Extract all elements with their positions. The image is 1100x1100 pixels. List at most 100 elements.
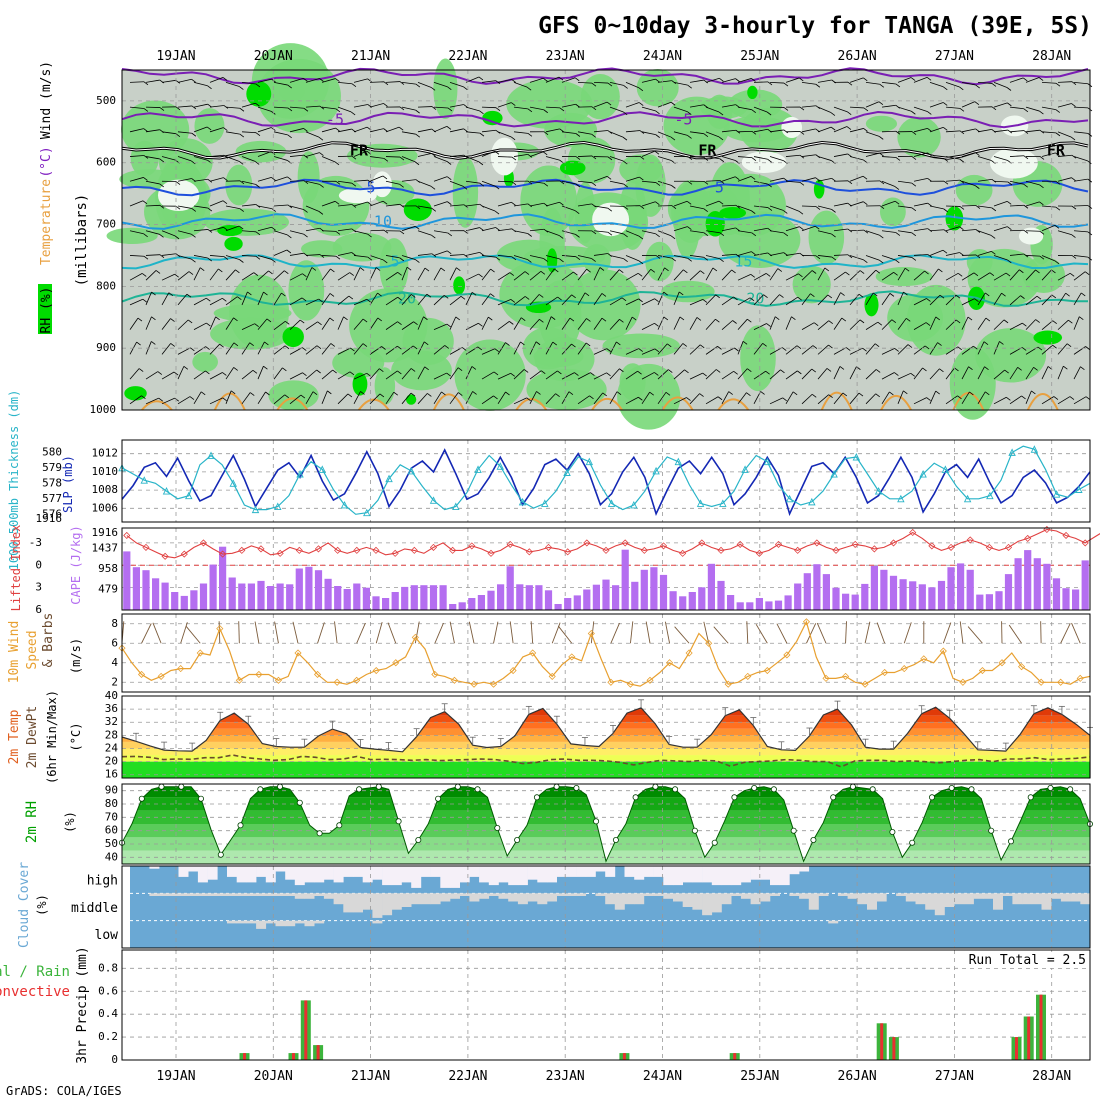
wind-barb (337, 81, 352, 85)
wind-barb-feather (606, 101, 612, 106)
cloud-gap-middle (372, 893, 383, 918)
wind-barb-feather (456, 267, 461, 272)
wind-barb-feather (655, 233, 660, 238)
wind-barb (401, 392, 412, 405)
wind-barb (929, 316, 937, 330)
wind-barb (1073, 230, 1088, 233)
wind-barb (417, 128, 432, 133)
cape-tick-label: 1437 (92, 542, 119, 555)
date-label-bottom: 21JAN (351, 1069, 390, 1084)
wind-barb-feather (157, 371, 163, 375)
wind-barb (289, 394, 302, 405)
wind-speed-marker (939, 647, 947, 655)
cape-bar (554, 604, 562, 610)
isotherm-line-center (121, 141, 1089, 159)
wind-barb (289, 106, 304, 109)
wind-barb-feather (847, 254, 853, 259)
wind-barb (161, 318, 171, 330)
upper-frame (121, 69, 1091, 411)
wind-barb-feather (471, 366, 477, 370)
thickness-marker (1008, 448, 1016, 456)
wind-barb (369, 255, 384, 261)
wind-barb (929, 368, 940, 380)
wind-barb (353, 201, 368, 207)
wind-barb (769, 205, 784, 211)
wind-barb-feather (335, 255, 341, 260)
wind-barb-feather (937, 342, 942, 346)
wind-barb (465, 106, 480, 112)
wind-barb (865, 255, 880, 261)
rh-blob (906, 284, 966, 356)
wind-barb-feather (215, 316, 220, 321)
wind-barb (977, 292, 986, 306)
cloud-gap-high (789, 866, 800, 875)
wind-barb (913, 202, 928, 207)
wind-barb (465, 156, 480, 163)
wind-barb (737, 78, 752, 83)
li-marker (180, 550, 188, 558)
wind-barb-feather (954, 367, 959, 372)
cape-frame (121, 527, 1091, 611)
wind-barb-feather (159, 204, 165, 209)
wind-barb (785, 370, 798, 380)
wind-speed-marker (705, 639, 713, 647)
wind-barb-feather (287, 84, 292, 89)
wind-barb-feather (682, 343, 688, 347)
wind-barb-10m (967, 626, 983, 644)
cloud-gap-middle (1002, 893, 1013, 896)
cloud-gap-middle (963, 893, 974, 905)
wind-barb (993, 369, 1005, 380)
cloud-level-label: low (95, 928, 119, 943)
wind-barb-feather (427, 393, 432, 397)
isotherm-warm (276, 397, 309, 411)
wind-barb-feather (142, 298, 148, 303)
wind-barb-feather (735, 78, 740, 82)
li-marker (736, 540, 744, 548)
wind-barb (1025, 230, 1041, 232)
wind-barb (225, 317, 234, 330)
wind-barb (897, 390, 904, 404)
wind-barb-feather (601, 293, 607, 297)
wind-barb (961, 180, 976, 187)
rh-blob-moist (546, 248, 558, 273)
wind-barb-feather (311, 267, 317, 271)
cloud-gap-middle (382, 893, 393, 916)
wind-barb (593, 81, 609, 84)
cape-bar (813, 564, 821, 610)
wind-barb (945, 106, 960, 109)
wind-barb-feather (327, 390, 332, 395)
date-label-top: 21JAN (351, 49, 390, 64)
wind-barb-feather (397, 321, 402, 326)
wind-barb (577, 131, 592, 135)
wind-barb-feather (639, 205, 645, 210)
rh-blob-moist (453, 276, 466, 295)
wind-barb-feather (616, 391, 622, 396)
thickness-tick-label: 579 (42, 461, 62, 474)
wind-barb (593, 101, 608, 108)
wind-barb-10m (876, 622, 886, 644)
wind-barb (449, 128, 464, 133)
wind-barb (881, 104, 896, 108)
wind-barb-feather (719, 158, 725, 163)
wind-barb (593, 293, 603, 306)
wind-barb (753, 156, 768, 160)
wind-barb-feather (586, 268, 591, 273)
wind-barb-feather (250, 392, 255, 396)
wind-barb (977, 156, 992, 161)
wind-barb (225, 255, 240, 260)
wind-barb-feather (455, 316, 461, 321)
wind-barb-feather (1071, 177, 1076, 181)
wind-barb-feather (777, 268, 783, 272)
wind-barb (801, 368, 813, 380)
rh-marker (869, 786, 876, 793)
wind-barb-10m (152, 622, 162, 644)
wind-barb-feather (1053, 396, 1059, 400)
wind-barb (961, 272, 975, 281)
wind-barb-feather (664, 267, 669, 272)
wind-barb-feather (494, 185, 500, 190)
wind-barb-feather (943, 86, 948, 91)
rh-marker (375, 783, 382, 790)
wind-speed-marker (744, 672, 752, 680)
rh-blob (674, 183, 701, 259)
